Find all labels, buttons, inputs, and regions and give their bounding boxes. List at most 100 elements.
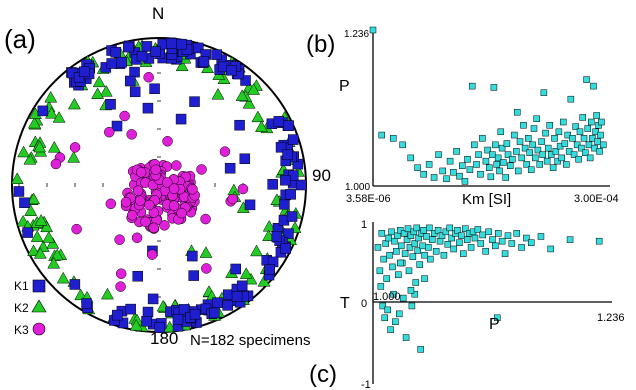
east-label: 90 xyxy=(312,166,331,185)
south-label: 180 xyxy=(150,329,178,348)
plot-b-point xyxy=(573,141,581,149)
plot-c-point xyxy=(513,230,520,237)
k2-point xyxy=(34,214,48,226)
plot-b-point xyxy=(492,141,499,149)
k3-point xyxy=(140,216,151,228)
plot-b-point xyxy=(435,151,442,158)
plot-b-point xyxy=(547,151,555,158)
plot-c-point xyxy=(446,224,453,232)
plot-c-point xyxy=(390,290,397,298)
k3-point xyxy=(120,196,132,208)
plot-b-point xyxy=(580,135,588,142)
plot-c-point xyxy=(463,236,471,243)
plot-b-point xyxy=(516,138,524,145)
plot-b-point xyxy=(487,173,495,181)
plot-c-point xyxy=(448,234,455,242)
plot-b-point xyxy=(500,159,507,166)
plot-b: (b) 1.236 1.000 P 3.58E-06 3.00E-04 Km [… xyxy=(306,26,619,208)
k3-point xyxy=(168,183,180,194)
plot-c-point xyxy=(405,267,413,275)
k3-point xyxy=(150,164,161,176)
legend-k3-circle-icon xyxy=(32,322,46,336)
plot-b-point xyxy=(579,114,586,121)
k1-point xyxy=(129,86,141,98)
plot-b-point xyxy=(446,157,454,165)
plot-b-point xyxy=(586,154,594,162)
plot-c-point xyxy=(436,237,444,245)
k1-point xyxy=(105,98,116,110)
k3-point xyxy=(114,234,125,245)
k1-point xyxy=(271,231,283,243)
k2-point xyxy=(23,152,37,165)
k2-point xyxy=(56,271,70,284)
plot-c-point xyxy=(412,279,420,286)
plot-b-point xyxy=(425,161,433,168)
plot-c-point xyxy=(595,237,603,245)
k3-point xyxy=(146,249,158,260)
plot-c-point xyxy=(432,248,440,255)
legend-k2-triangle-icon xyxy=(31,299,47,313)
k1-point xyxy=(13,186,25,197)
plot-b-point xyxy=(564,131,572,139)
k2-point xyxy=(17,145,31,158)
k1-point xyxy=(147,293,159,305)
k1-point xyxy=(283,120,294,131)
plot-b-point xyxy=(494,154,502,162)
plot-b-point xyxy=(544,144,552,152)
plot-b-point xyxy=(575,155,582,163)
plot-c-point xyxy=(404,225,412,232)
plot-b-point xyxy=(486,164,493,171)
plot-c-point xyxy=(419,242,426,250)
plot-b-point xyxy=(555,128,563,136)
plot-b-point xyxy=(443,175,450,183)
plot-b-point xyxy=(546,122,553,129)
plot-c-point xyxy=(394,232,401,239)
plot-c-point xyxy=(456,239,463,246)
plot-c-point xyxy=(396,310,403,318)
plot-c-point xyxy=(444,241,452,248)
plot-b-points xyxy=(369,26,607,185)
k1-point xyxy=(230,263,241,275)
k2-point xyxy=(50,248,64,261)
plot-b-point xyxy=(399,141,406,149)
k2-point xyxy=(239,267,253,279)
k2-point xyxy=(99,84,113,97)
plot-b-point xyxy=(533,115,540,122)
k1-point xyxy=(222,300,233,311)
plot-c-point xyxy=(411,290,419,298)
plot-c-point xyxy=(458,232,465,239)
plot-c-point xyxy=(417,346,424,353)
plot-c-point xyxy=(467,244,475,251)
k1-point xyxy=(279,199,290,210)
plot-b-point xyxy=(513,148,520,155)
plot-c-xlabel: P xyxy=(489,316,500,333)
k3-point xyxy=(103,126,115,138)
k3-point xyxy=(115,281,126,292)
plot-c-point xyxy=(474,226,482,233)
plot-b-x-min: 3.58E-06 xyxy=(346,193,391,205)
plot-c-point xyxy=(378,230,386,237)
k1-point xyxy=(181,44,193,55)
k1-point xyxy=(193,42,204,54)
plot-b-point xyxy=(563,161,570,168)
plot-b-point xyxy=(497,128,505,136)
k1-point xyxy=(110,47,121,58)
plot-b-point xyxy=(551,135,558,142)
legend-k1-square-icon xyxy=(32,279,46,293)
k2-point xyxy=(92,75,106,88)
stereonet-legend: K1 K2 K3 xyxy=(14,279,47,337)
panel-label-b: (b) xyxy=(306,31,335,58)
plot-c-point xyxy=(389,263,396,271)
plot-b-point xyxy=(561,140,569,147)
k2-point xyxy=(211,87,225,100)
plot-c-point xyxy=(454,226,461,234)
k1-point xyxy=(234,119,245,131)
k3-point xyxy=(200,213,211,225)
plot-c-point xyxy=(374,244,382,251)
plot-b-point xyxy=(489,151,496,158)
plot-b-point xyxy=(572,123,579,130)
plot-b-point xyxy=(565,148,573,155)
plot-c-point xyxy=(425,244,432,251)
plot-b-point xyxy=(473,161,480,168)
k2-point xyxy=(47,140,61,153)
